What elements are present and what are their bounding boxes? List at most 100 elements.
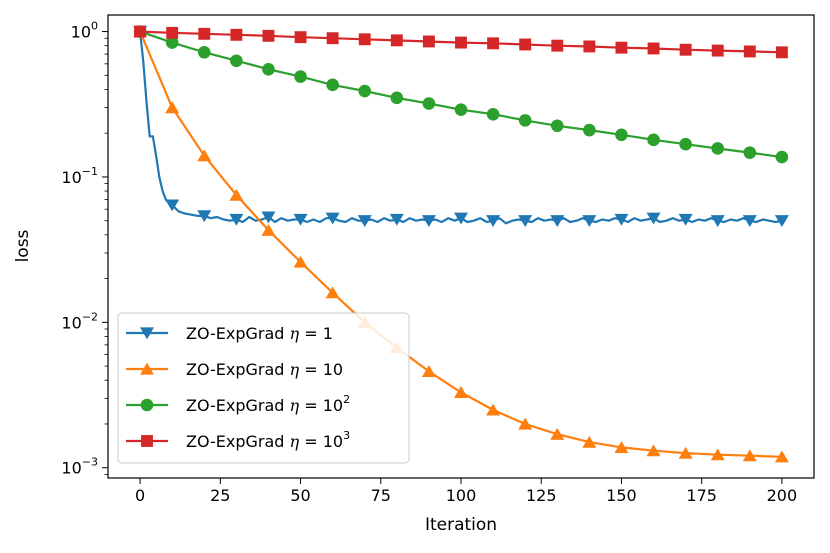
series-2-point-20 (774, 450, 789, 463)
series-3-point-11 (486, 107, 500, 121)
series-1-point-2 (197, 210, 212, 223)
y-axis: 100 10−1 10−2 10−3 (61, 20, 108, 478)
y-axis-label: loss (13, 229, 33, 262)
series-3-point-7 (358, 84, 372, 98)
series-2-point-10 (454, 386, 468, 398)
series-1-point-19 (742, 215, 757, 228)
x-tick-label-3: 75 (371, 486, 391, 505)
series-1-point-18 (710, 215, 725, 228)
series-4-point-19 (743, 45, 756, 58)
y-tick-label-1: 10−1 (61, 165, 98, 187)
series-4-point-17 (679, 43, 692, 56)
series-line-1 (139, 31, 783, 225)
series-4-point-2 (198, 27, 211, 40)
x-tick-label-5: 125 (526, 486, 557, 505)
series-4-point-11 (487, 37, 500, 50)
series-4-point-10 (455, 36, 467, 49)
series-4-point-14 (583, 40, 596, 53)
series-4-point-3 (230, 28, 243, 41)
series-1-point-12 (518, 215, 533, 228)
legend-label-1: ZO-ExpGrad η = 1 (186, 324, 333, 343)
x-axis: 0 25 50 75 100 125 150 175 200 (135, 478, 797, 505)
series-4-point-20 (775, 46, 788, 59)
series-3-point-5 (294, 70, 307, 83)
series-3-point-16 (647, 133, 660, 147)
series-2-point-19 (742, 449, 757, 462)
series-2-point-16 (646, 444, 661, 457)
series-1-point-3 (229, 213, 244, 226)
series-3-point-1 (165, 36, 179, 49)
series-3-point-15 (615, 128, 628, 142)
series-2-point-2 (197, 149, 212, 162)
series-3-point-6 (326, 78, 339, 92)
series-2-point-11 (486, 403, 501, 416)
legend-label-3: ZO-ExpGrad η = 102 (186, 393, 350, 415)
series-4-point-16 (647, 42, 660, 55)
series-1-point-20 (774, 215, 789, 228)
y-tick-label-3: 10−3 (61, 456, 98, 478)
series-4-point-5 (294, 31, 307, 44)
series-1-point-11 (486, 215, 501, 228)
series-2-point-14 (582, 435, 597, 448)
series-1-point-14 (582, 215, 597, 228)
plot-markers (133, 25, 789, 463)
series-4-point-12 (519, 38, 532, 51)
series-3-point-9 (422, 97, 436, 110)
series-3-point-14 (583, 123, 596, 137)
series-1-point-7 (357, 215, 372, 228)
series-3-point-4 (262, 63, 275, 76)
series-1-point-13 (550, 215, 565, 228)
legend: ZO-ExpGrad η = 1 ZO-ExpGrad η = 10 ZO-ExpG… (117, 312, 410, 464)
x-tick-label-4: 100 (446, 486, 477, 505)
x-tick-label-2: 50 (290, 486, 310, 505)
series-4-point-0 (134, 25, 147, 38)
series-2-point-18 (710, 448, 725, 461)
series-3-point-17 (679, 137, 692, 151)
series-1-point-17 (678, 213, 693, 226)
series-2-point-3 (229, 188, 244, 201)
series-4-point-9 (422, 35, 435, 48)
x-tick-label-7: 175 (686, 486, 717, 505)
legend-marker-2 (140, 362, 154, 375)
legend-marker-4 (141, 435, 153, 447)
series-4-point-15 (615, 41, 628, 54)
series-3-point-12 (518, 114, 532, 127)
legend-marker-1 (140, 327, 154, 340)
series-3-point-10 (454, 103, 468, 117)
series-4-point-1 (166, 26, 179, 39)
x-axis-label: Iteration (425, 515, 497, 535)
x-tick-label-0: 0 (135, 486, 145, 505)
series-4-point-13 (551, 39, 564, 52)
series-4-point-7 (358, 33, 371, 46)
series-4-point-4 (262, 29, 275, 42)
series-2-point-5 (293, 255, 308, 268)
legend-box (117, 312, 410, 464)
series-3-point-13 (550, 119, 564, 133)
series-2-point-12 (518, 417, 533, 430)
series-1-point-6 (325, 212, 340, 225)
series-2-point-13 (550, 427, 565, 440)
series-2-point-9 (421, 365, 436, 377)
legend-marker-3 (140, 398, 154, 412)
series-4-point-18 (711, 44, 724, 57)
series-3-point-2 (197, 46, 211, 59)
legend-label-2: ZO-ExpGrad η = 10 (186, 360, 343, 379)
series-1-point-1 (165, 199, 180, 212)
legend-label-4: ZO-ExpGrad η = 103 (186, 429, 350, 451)
series-3-point-8 (390, 91, 404, 105)
series-1-point-5 (293, 213, 308, 226)
series-4-point-8 (390, 34, 403, 47)
series-2-point-15 (614, 441, 629, 454)
series-4-point-6 (326, 32, 339, 45)
y-tick-label-0: 100 (71, 20, 98, 42)
series-3-point-20 (775, 150, 789, 164)
series-1-point-10 (454, 212, 468, 225)
x-tick-label-6: 150 (606, 486, 637, 505)
series-3-point-19 (743, 146, 757, 159)
series-2-point-4 (261, 223, 276, 236)
series-2-point-1 (165, 101, 180, 114)
series-2-point-6 (325, 286, 340, 299)
series-3-point-18 (711, 142, 725, 155)
series-2-point-17 (678, 446, 693, 459)
